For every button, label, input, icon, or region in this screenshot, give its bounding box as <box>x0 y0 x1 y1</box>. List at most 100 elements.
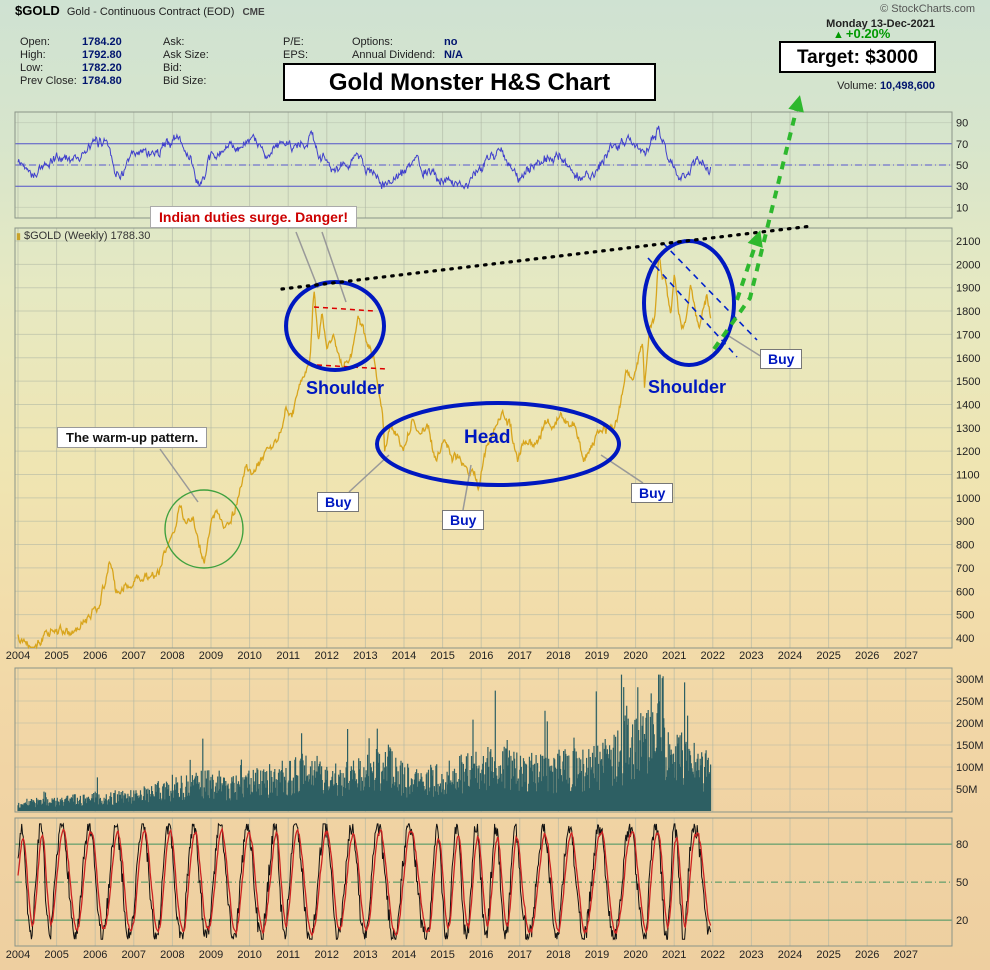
stockcharts-copyright-link[interactable]: © StockCharts.com <box>880 3 975 15</box>
axis-tick-label: 2000 <box>956 259 980 271</box>
callout-line-buy1 <box>348 454 390 493</box>
axis-tick-label: 2016 <box>469 650 493 662</box>
change-percent: ▲ +0.20% <box>833 26 890 41</box>
axis-tick-label: 700 <box>956 563 974 575</box>
callout-line-indian-1 <box>295 231 319 289</box>
axis-tick-label: 2005 <box>44 949 68 961</box>
callout-line-warmup <box>159 448 199 503</box>
chart-date: Monday 13-Dec-2021 <box>826 18 935 30</box>
quote-row: EPS: <box>283 49 319 62</box>
quote-row: Low: 1782.20 <box>20 62 122 75</box>
axis-tick-label: 250M <box>956 696 984 708</box>
chart-title-overlay: Gold Monster H&S Chart <box>283 63 656 101</box>
quote-value: N/A <box>444 49 463 61</box>
quote-col-3: P/E: EPS: <box>283 36 319 62</box>
axis-tick-label: 2021 <box>662 650 686 662</box>
annotation-buy-4: Buy <box>760 349 803 369</box>
axis-tick-label: 200M <box>956 718 984 730</box>
quote-col-1: Open: 1784.20 High: 1792.80 Low: 1782.20 Prev … <box>20 36 122 88</box>
volume-label: Volume: <box>837 80 877 92</box>
axis-tick-label: 1400 <box>956 399 980 411</box>
axis-tick-label: 2009 <box>199 650 223 662</box>
axis-tick-label: 600 <box>956 586 974 598</box>
axis-tick-label: 2017 <box>508 949 532 961</box>
axis-tick-label: 2025 <box>816 650 840 662</box>
axis-tick-label: 2010 <box>237 650 261 662</box>
quote-label: High: <box>20 49 46 61</box>
panel-border <box>14 227 953 649</box>
quote-row: Bid: <box>163 62 219 75</box>
quote-label: Ask: <box>163 36 185 48</box>
left-shoulder-support-dash <box>316 364 388 370</box>
axis-tick-label: 1600 <box>956 353 980 365</box>
axis-tick-label: 800 <box>956 540 974 552</box>
axis-tick-label: 2027 <box>894 949 918 961</box>
axis-tick-label: 2008 <box>160 949 184 961</box>
callout-line-indian-2 <box>321 231 347 303</box>
axis-tick-label: 400 <box>956 633 974 645</box>
axis-tick-label: 2026 <box>855 650 879 662</box>
quote-label: Options: <box>352 36 393 48</box>
axis-tick-label: 2004 <box>6 650 30 662</box>
change-value: +0.20% <box>845 26 891 41</box>
axis-tick-label: 50 <box>956 160 968 172</box>
annotation-warmup-pattern: The warm-up pattern. <box>57 427 208 448</box>
quote-label: Prev Close: <box>20 75 77 87</box>
warmup-circle <box>164 489 244 569</box>
quote-row: P/E: <box>283 36 319 49</box>
annotation-buy-3: Buy <box>631 483 674 503</box>
price-line <box>17 255 712 650</box>
quote-row: Ask: <box>163 36 219 49</box>
axis-tick-label: 2006 <box>83 949 107 961</box>
quote-label: Open: <box>20 36 50 48</box>
series-label: ▮ $GOLD (Weekly) 1788.30 <box>16 230 150 242</box>
callout-line-buy4 <box>723 332 763 358</box>
axis-tick-label: 2025 <box>816 949 840 961</box>
ticker-name: Gold - Continuous Contract (EOD) <box>66 6 235 18</box>
axis-tick-label: 2020 <box>623 650 647 662</box>
quote-value: 1792.80 <box>82 49 122 61</box>
axis-tick-label: 2019 <box>585 949 609 961</box>
axis-tick-label: 2020 <box>623 949 647 961</box>
axis-tick-label: 2012 <box>315 650 339 662</box>
axis-tick-label: 2007 <box>122 650 146 662</box>
annotation-left-shoulder-label: Shoulder <box>306 378 385 398</box>
axis-tick-label: 90 <box>956 118 968 130</box>
quote-label: Ask Size: <box>163 49 209 61</box>
axis-tick-label: 50M <box>956 784 977 796</box>
quote-col-4: Options: no Annual Dividend: N/A <box>352 36 463 62</box>
left-shoulder-ellipse <box>284 280 386 372</box>
rsi-line <box>17 125 712 190</box>
panel-border <box>14 667 953 813</box>
series-layer <box>17 125 712 941</box>
quote-value: no <box>444 36 458 48</box>
axis-tick-label: 2019 <box>585 650 609 662</box>
axis-tick-label: 80 <box>956 839 968 851</box>
axis-tick-label: 2004 <box>6 949 30 961</box>
volume-bars <box>17 674 712 811</box>
quote-row: Annual Dividend: N/A <box>352 49 463 62</box>
annotation-buy-2: Buy <box>442 510 485 530</box>
axis-tick-label: 300M <box>956 674 984 686</box>
axis-tick-label: 10 <box>956 202 968 214</box>
quote-row: Prev Close: 1784.80 <box>20 75 122 88</box>
axis-tick-label: 1000 <box>956 493 980 505</box>
change-up-icon: ▲ <box>833 29 844 41</box>
axis-tick-label: 2006 <box>83 650 107 662</box>
axis-tick-label: 2009 <box>199 949 223 961</box>
axis-tick-label: 70 <box>956 139 968 151</box>
axis-tick-label: 500 <box>956 610 974 622</box>
axis-tick-label: 100M <box>956 762 984 774</box>
axis-tick-label: 2011 <box>276 949 300 961</box>
annotation-right-shoulder-label: Shoulder <box>648 377 727 397</box>
head-ellipse <box>375 401 621 487</box>
axis-tick-label: 2022 <box>701 949 725 961</box>
panel-border <box>14 817 953 947</box>
axis-tick-label: 1200 <box>956 446 980 458</box>
axis-tick-label: 2014 <box>392 949 416 961</box>
axis-tick-label: 2012 <box>315 949 339 961</box>
axis-tick-label: 2027 <box>894 650 918 662</box>
volume-readout: Volume: 10,498,600 <box>837 80 935 92</box>
